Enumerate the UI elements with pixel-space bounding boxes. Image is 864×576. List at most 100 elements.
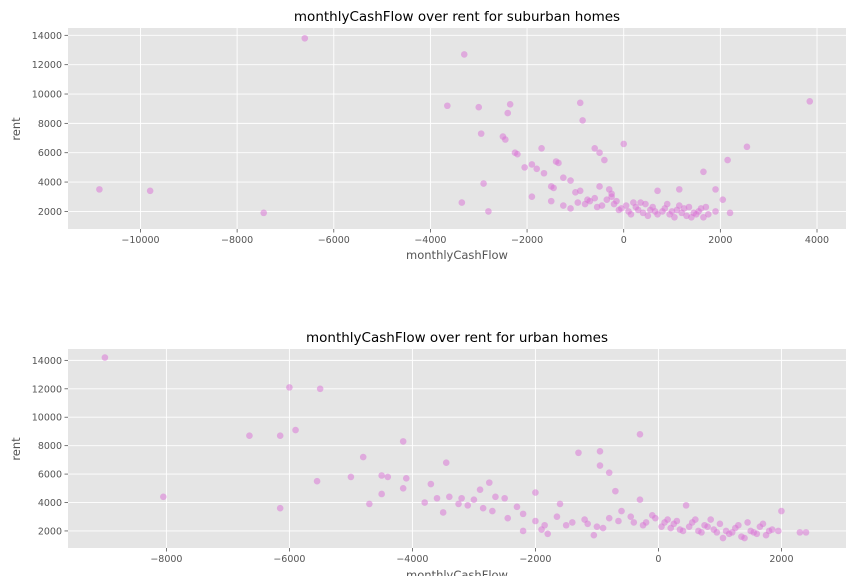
data-point: [598, 202, 606, 209]
x-tick-label: −6000: [273, 554, 305, 565]
y-tick-label: 14000: [32, 356, 62, 367]
data-point: [661, 519, 668, 526]
data-point: [359, 453, 367, 461]
data-point: [455, 500, 462, 508]
chart-title-urban: monthlyCashFlow over rent for urban home…: [306, 330, 608, 346]
data-point: [639, 209, 647, 217]
data-point: [593, 523, 601, 530]
data-point: [581, 200, 589, 208]
y-tick-label: 10000: [32, 413, 62, 424]
y-ticks-urban: 2000 4000 6000 8000 10000 12000 14000: [32, 356, 68, 537]
data-point: [421, 499, 429, 506]
data-point: [702, 203, 710, 211]
data-point: [603, 196, 611, 203]
y-axis-label-suburban: rent: [9, 117, 23, 141]
data-point: [160, 493, 167, 501]
data-point: [479, 504, 487, 512]
data-point: [612, 487, 619, 495]
x-tick-label: −6000: [318, 235, 350, 246]
x-tick-label: −10000: [121, 235, 159, 246]
data-point: [778, 507, 785, 515]
data-point: [802, 529, 810, 536]
y-tick-label: 10000: [32, 90, 62, 101]
chart-title-suburban: monthlyCashFlow over rent for suburban h…: [294, 9, 620, 25]
data-point: [470, 496, 478, 503]
data-point: [480, 180, 487, 187]
data-point: [627, 513, 635, 521]
x-axis-label-urban: monthlyCashFlow: [406, 568, 508, 576]
data-point: [666, 211, 673, 218]
data-point: [439, 509, 447, 516]
data-point: [579, 117, 586, 124]
data-point: [679, 527, 687, 535]
data-point: [586, 197, 594, 205]
data-point: [704, 523, 711, 530]
y-tick-label: 14000: [32, 31, 62, 42]
data-point: [501, 494, 508, 502]
y-ticks-suburban: 2000 4000 6000 8000 10000 12000 14000: [32, 31, 68, 218]
data-point: [605, 469, 613, 476]
data-point: [562, 521, 570, 529]
data-point: [747, 527, 754, 535]
x-tick-label: −2000: [519, 554, 551, 565]
data-point: [622, 202, 630, 209]
data-point: [538, 526, 545, 533]
data-point: [514, 150, 521, 158]
data-point: [724, 156, 731, 164]
data-point: [630, 519, 638, 526]
data-point: [692, 516, 699, 523]
grid-suburban: [68, 28, 846, 229]
data-point: [555, 159, 562, 167]
data-point: [292, 426, 299, 434]
data-point: [675, 186, 683, 193]
data-point: [553, 513, 561, 521]
data-point: [276, 432, 284, 440]
data-point: [610, 200, 618, 208]
data-point: [475, 103, 483, 111]
data-point: [601, 156, 608, 164]
data-point: [492, 493, 499, 501]
data-point: [533, 165, 541, 173]
data-point: [743, 143, 751, 151]
data-point: [627, 211, 635, 218]
x-tick-label: 0: [621, 235, 627, 246]
data-point: [576, 99, 584, 107]
data-point: [634, 206, 642, 214]
data-point: [591, 145, 599, 152]
data-point: [476, 486, 484, 494]
data-point: [753, 530, 761, 538]
data-point: [599, 524, 607, 532]
data-point: [532, 517, 539, 525]
x-tick-label: 0: [655, 554, 661, 565]
data-point: [692, 211, 700, 218]
y-tick-label: 12000: [32, 384, 62, 395]
x-tick-label: −8000: [150, 554, 182, 565]
data-point: [608, 190, 615, 198]
plot-area-urban: [68, 349, 846, 548]
data-point: [556, 500, 564, 508]
data-point: [700, 213, 707, 221]
data-point: [402, 475, 410, 482]
y-tick-label: 8000: [38, 119, 62, 130]
data-point: [712, 208, 719, 215]
data-point: [458, 199, 466, 206]
data-point: [741, 534, 748, 542]
data-point: [567, 205, 574, 212]
data-point: [446, 493, 453, 501]
points-suburban: [96, 34, 814, 221]
data-point: [796, 529, 804, 536]
data-point: [722, 527, 730, 535]
y-axis-label-urban: rent: [9, 437, 23, 461]
data-point: [615, 517, 622, 525]
data-point: [728, 529, 736, 536]
data-point: [700, 168, 707, 176]
data-point: [704, 211, 712, 218]
data-point: [678, 209, 686, 217]
data-point: [519, 510, 527, 518]
data-point: [667, 524, 675, 532]
data-point: [615, 206, 623, 214]
data-point: [560, 202, 567, 209]
y-tick-label: 4000: [38, 178, 62, 189]
data-point: [246, 432, 253, 440]
x-tick-label: 2000: [708, 235, 732, 246]
